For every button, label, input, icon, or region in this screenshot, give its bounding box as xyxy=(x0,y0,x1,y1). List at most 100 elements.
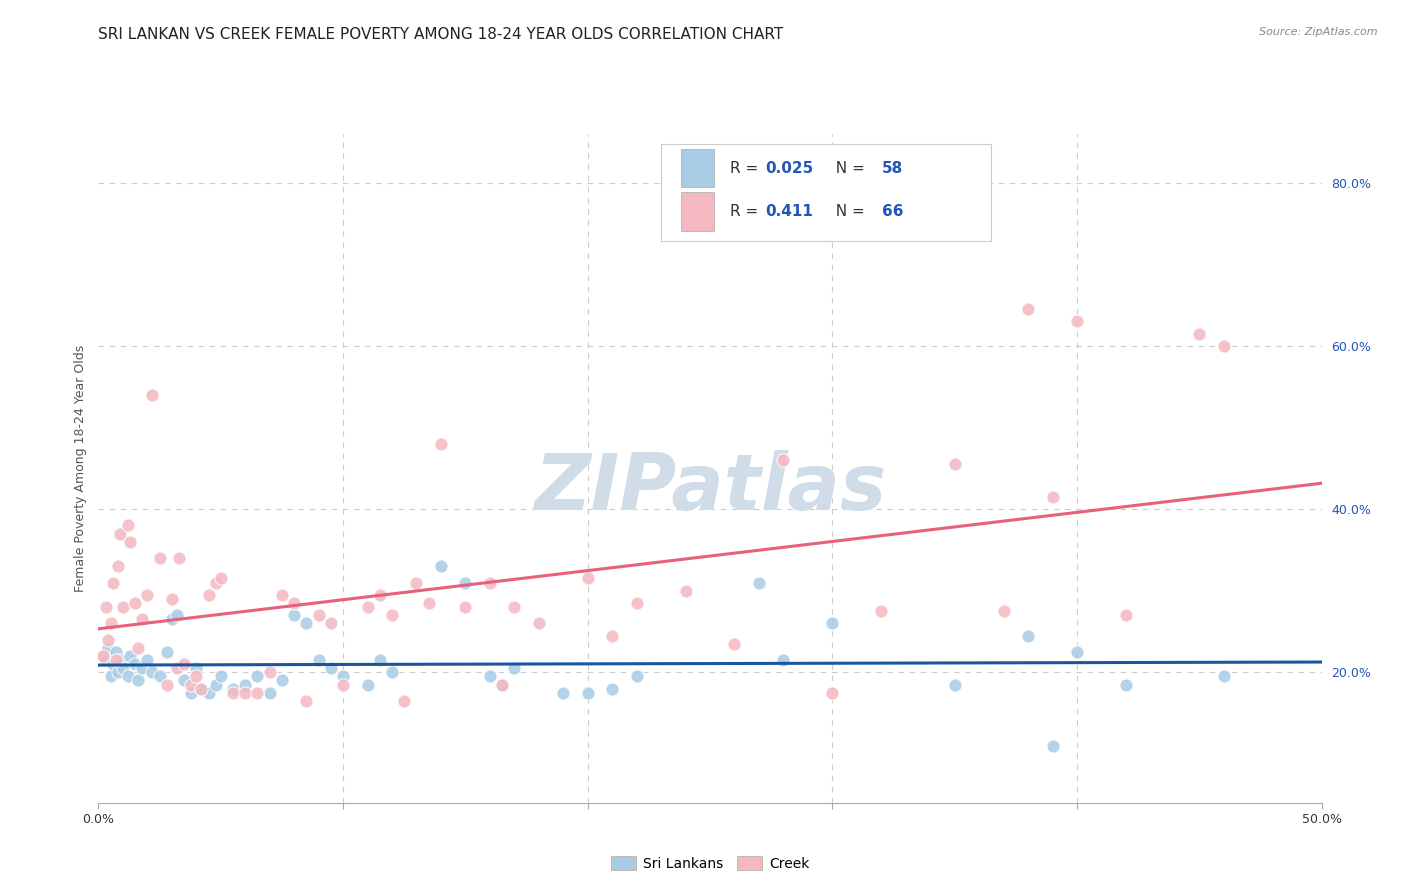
Point xyxy=(197,588,219,602)
Point xyxy=(418,596,440,610)
Point xyxy=(190,681,212,696)
Point xyxy=(600,681,623,696)
Text: 58: 58 xyxy=(883,161,904,176)
Point xyxy=(222,681,245,696)
Point xyxy=(149,669,172,683)
Point xyxy=(491,677,513,691)
Point xyxy=(120,648,142,663)
Point xyxy=(454,575,477,590)
Text: SRI LANKAN VS CREEK FEMALE POVERTY AMONG 18-24 YEAR OLDS CORRELATION CHART: SRI LANKAN VS CREEK FEMALE POVERTY AMONG… xyxy=(98,27,783,42)
Point xyxy=(1066,645,1088,659)
Text: N =: N = xyxy=(827,161,870,176)
Point xyxy=(748,575,770,590)
Point xyxy=(156,645,179,659)
Point xyxy=(576,571,599,585)
Point xyxy=(190,681,212,696)
Point xyxy=(101,575,124,590)
Point xyxy=(259,665,281,680)
Point xyxy=(392,694,416,708)
Point xyxy=(209,571,232,585)
Point xyxy=(368,653,391,667)
Point xyxy=(156,677,179,691)
Point xyxy=(626,669,648,683)
Point xyxy=(205,677,228,691)
Text: 0.025: 0.025 xyxy=(766,161,814,176)
Point xyxy=(149,551,172,566)
Point xyxy=(295,694,318,708)
Point xyxy=(503,599,526,614)
Point xyxy=(553,686,575,700)
Text: N =: N = xyxy=(827,204,870,219)
Point xyxy=(1017,629,1039,643)
Point xyxy=(1212,669,1234,683)
Point xyxy=(821,616,844,631)
Point xyxy=(308,608,330,623)
Point xyxy=(527,616,550,631)
Point xyxy=(772,653,794,667)
Point xyxy=(772,453,794,467)
Point xyxy=(993,604,1015,618)
Point xyxy=(1017,302,1039,317)
Point xyxy=(943,677,966,691)
Point xyxy=(111,599,134,614)
Point xyxy=(120,534,142,549)
Point xyxy=(180,677,202,691)
Point xyxy=(503,661,526,675)
Point xyxy=(626,596,648,610)
Point xyxy=(1212,339,1234,353)
Point xyxy=(478,669,501,683)
Point xyxy=(381,665,404,680)
Point xyxy=(1188,326,1211,341)
Point xyxy=(101,657,124,672)
Text: 66: 66 xyxy=(883,204,904,219)
Point xyxy=(141,665,163,680)
Point xyxy=(319,616,342,631)
Point xyxy=(576,686,599,700)
Point xyxy=(332,669,354,683)
Y-axis label: Female Poverty Among 18-24 Year Olds: Female Poverty Among 18-24 Year Olds xyxy=(75,344,87,592)
Point xyxy=(283,596,305,610)
Point xyxy=(270,588,294,602)
Point xyxy=(141,388,163,402)
Point xyxy=(91,648,114,663)
Point xyxy=(160,612,183,626)
Point xyxy=(111,661,134,675)
Point xyxy=(127,640,149,655)
Point xyxy=(675,583,697,598)
Point xyxy=(166,608,188,623)
Point xyxy=(97,640,120,655)
Point xyxy=(173,657,195,672)
Point xyxy=(100,616,122,631)
Point xyxy=(600,629,623,643)
Point xyxy=(197,686,219,700)
Point xyxy=(127,673,149,688)
Point xyxy=(870,604,893,618)
Point xyxy=(319,661,342,675)
Point xyxy=(91,648,114,663)
Point xyxy=(821,686,844,700)
Point xyxy=(430,559,453,574)
Point xyxy=(259,686,281,700)
Point xyxy=(205,575,228,590)
Point xyxy=(173,673,195,688)
Point xyxy=(160,591,183,606)
Point xyxy=(124,596,146,610)
Point xyxy=(94,599,117,614)
Point xyxy=(270,673,294,688)
Point xyxy=(117,518,139,533)
Point xyxy=(246,686,269,700)
Point xyxy=(478,575,501,590)
Point xyxy=(107,559,129,574)
Text: 0.411: 0.411 xyxy=(766,204,814,219)
Point xyxy=(356,599,378,614)
Point xyxy=(405,575,427,590)
Point xyxy=(283,608,305,623)
Point xyxy=(233,677,256,691)
Point xyxy=(136,653,159,667)
Legend: Sri Lankans, Creek: Sri Lankans, Creek xyxy=(605,850,815,876)
Point xyxy=(104,653,127,667)
Point xyxy=(100,669,122,683)
Point xyxy=(943,457,966,471)
Point xyxy=(246,669,269,683)
Point xyxy=(723,637,745,651)
